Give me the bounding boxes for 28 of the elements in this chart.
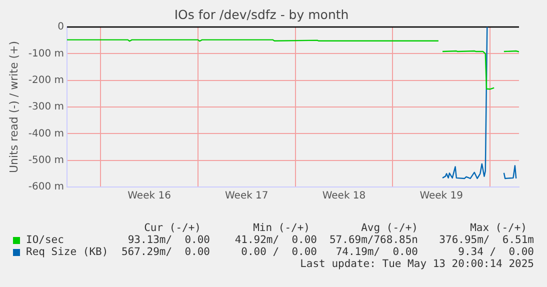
text: Last update: Tue May 13 20:00:14 2025 — [300, 258, 534, 270]
legend-label: IO/sec — [26, 234, 64, 246]
text: Avg (-/+) — [361, 222, 418, 234]
text: 93.13m/ 0.00 — [128, 234, 210, 246]
text: 74.19m/ 0.00 — [336, 246, 418, 258]
y-tick-label: -600 m — [28, 182, 64, 193]
text: 0.00 / 0.00 — [241, 246, 317, 258]
text: 9.34 / 0.00 — [458, 246, 534, 258]
x-tick-label: Week 19 — [420, 190, 464, 202]
text: Max (-/+) — [470, 222, 527, 234]
text: 41.92m/ 0.00 — [234, 234, 317, 246]
y-tick-label: -300 m — [28, 102, 64, 113]
text: Min (-/+) — [253, 222, 310, 234]
y-tick-label: -500 m — [28, 154, 64, 166]
x-tick-label: Week 18 — [322, 190, 366, 202]
x-tick-label: Week 17 — [224, 190, 268, 202]
y-tick-label: -200 m — [28, 74, 64, 86]
y-tick-label: -400 m — [28, 128, 64, 140]
text: 57.69m/768.85n — [329, 234, 418, 246]
y-tick-label: -100 m — [28, 48, 64, 60]
x-tick-label: Week 16 — [128, 190, 171, 202]
text: Cur (-/+) — [144, 222, 201, 234]
text: 567.29m/ 0.00 — [121, 246, 210, 258]
y-axis-title: Units read (-) / write (+) — [7, 40, 20, 174]
y-tick-label: 0 — [58, 22, 64, 33]
chart-title: IOs for /dev/sdfz - by month — [174, 6, 349, 22]
legend-label: Req Size (KB) — [26, 246, 108, 258]
text: 376.95m/ 6.51m — [439, 234, 534, 246]
